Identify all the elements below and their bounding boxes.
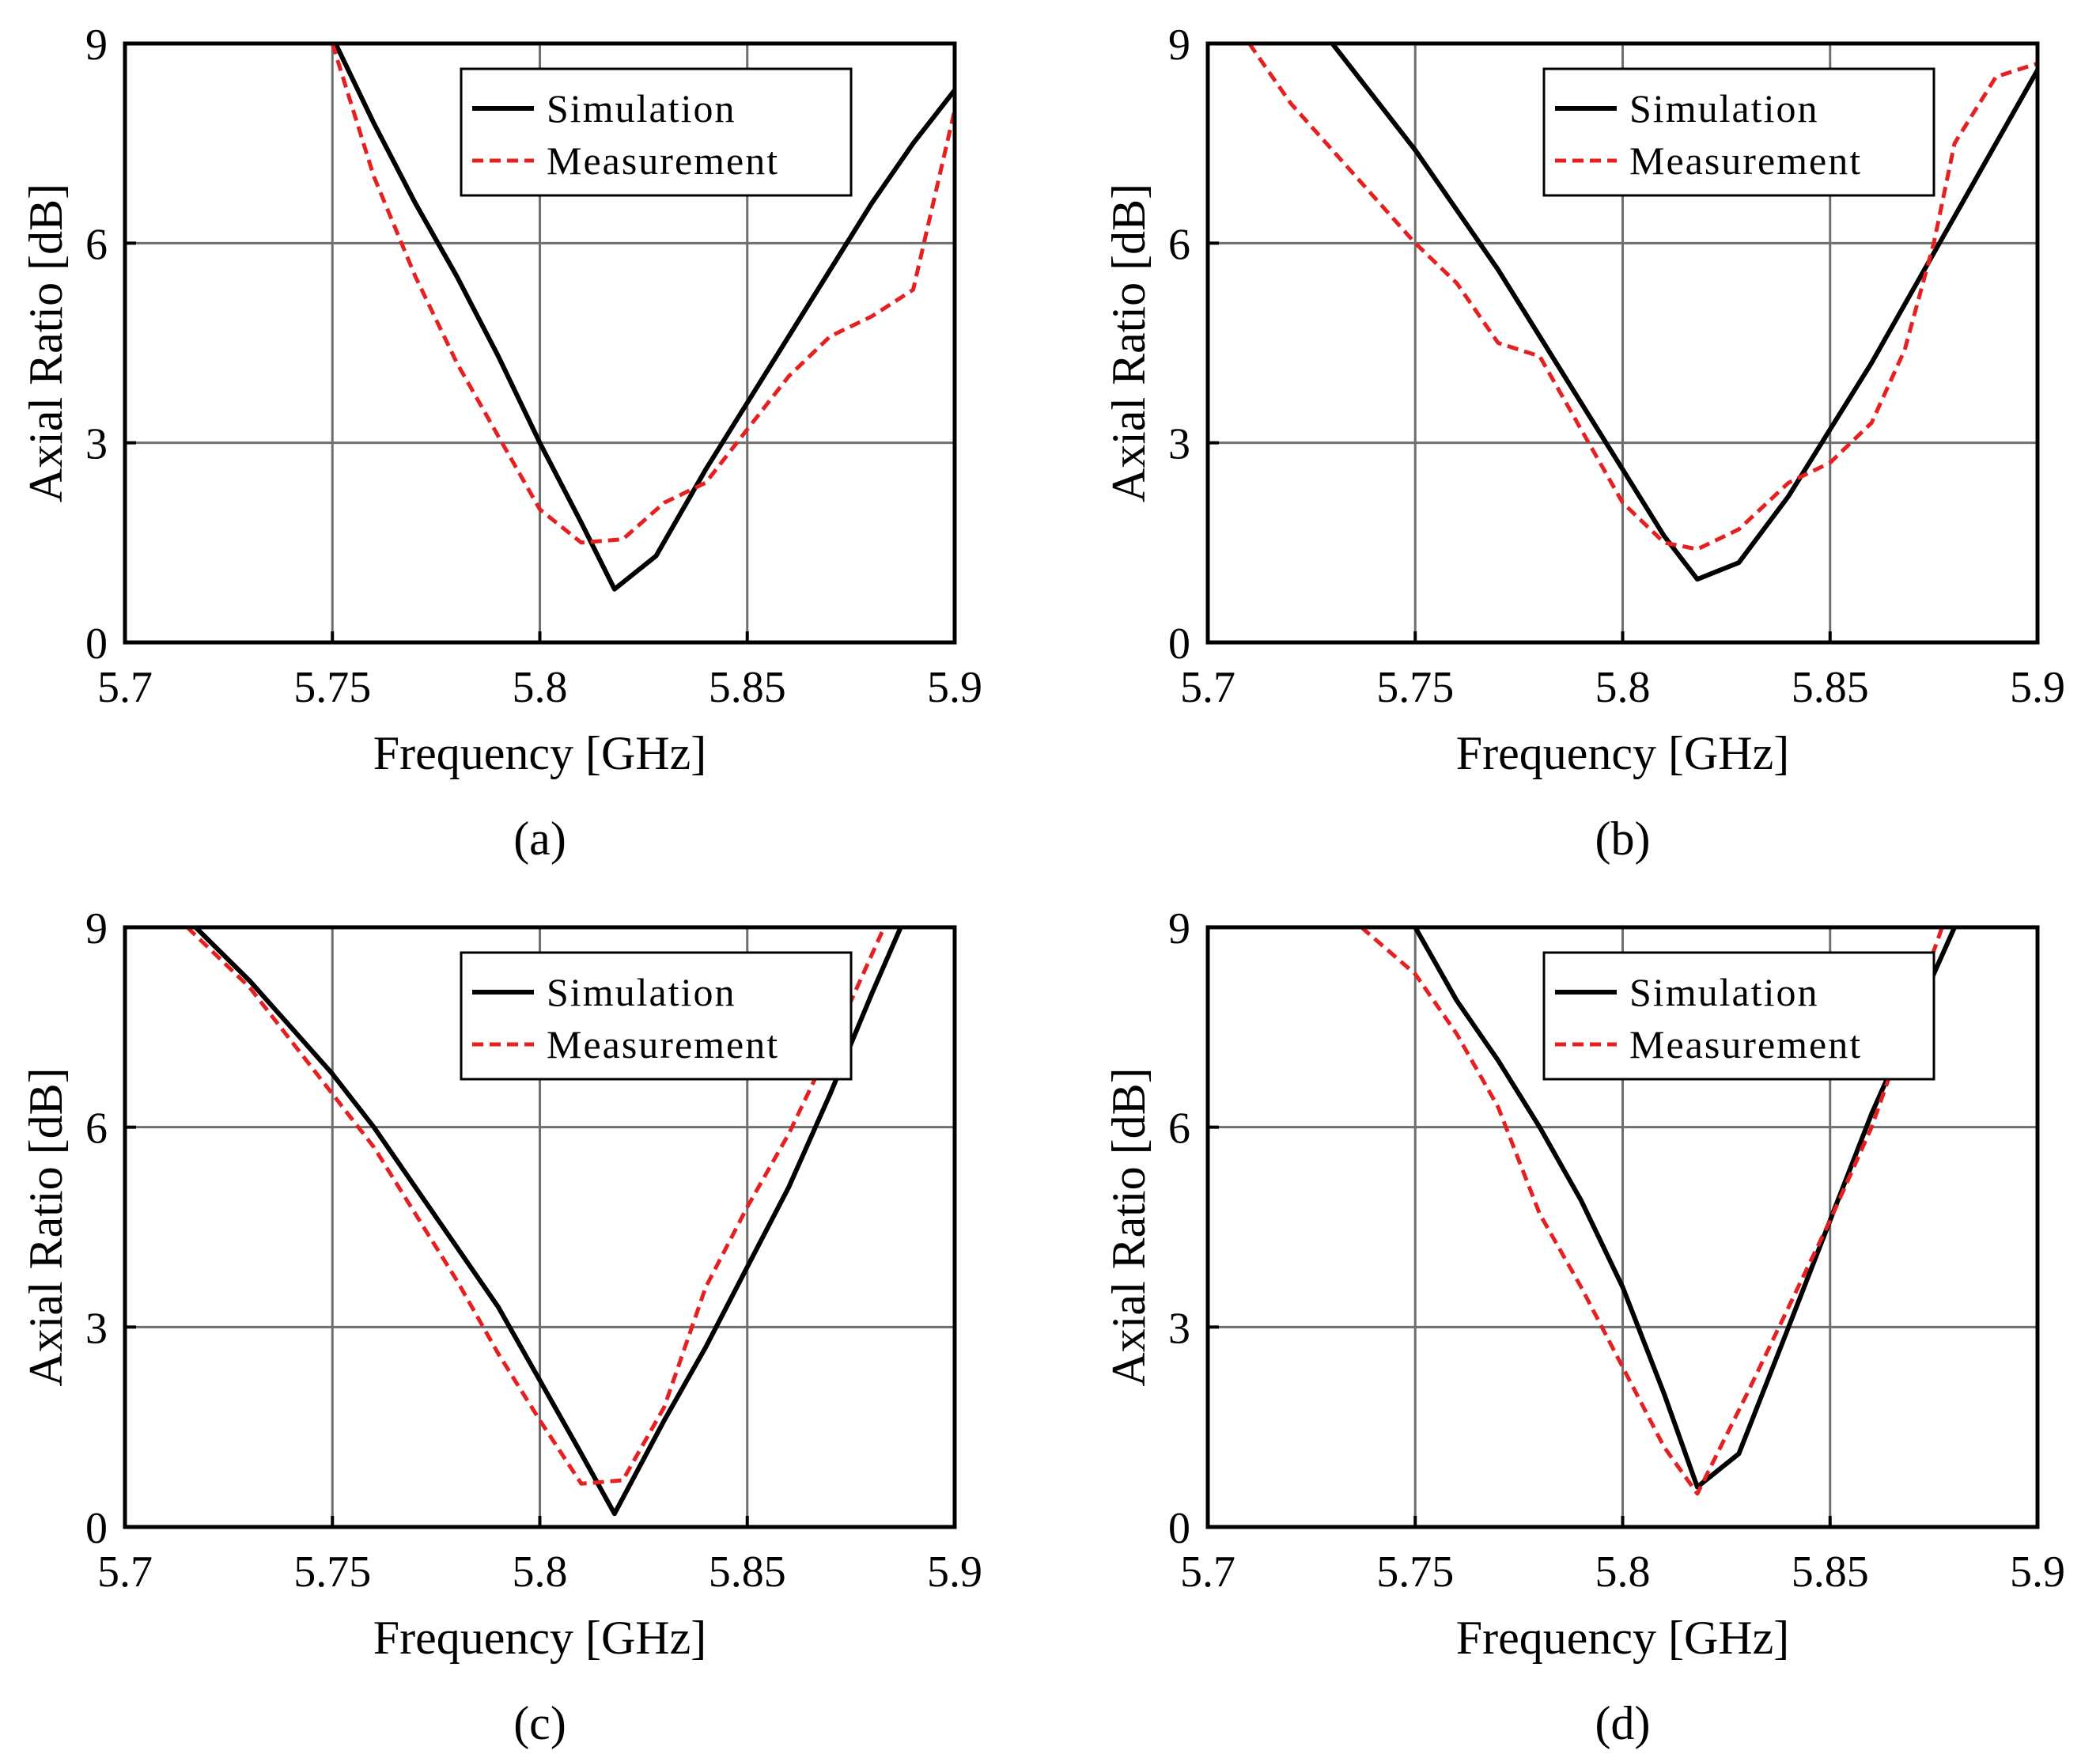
series-line-simulation: [1330, 44, 2038, 582]
series-line-simulation: [332, 44, 955, 592]
x-tick-label: 5.7: [97, 1548, 153, 1597]
x-tick-label: 5.85: [1792, 663, 1869, 712]
y-tick-label: 3: [1168, 1304, 1190, 1353]
y-tick-label: 6: [1168, 1104, 1190, 1154]
x-tick-label: 5.75: [1376, 1548, 1454, 1597]
legend-box: [460, 67, 853, 197]
x-tick-label: 5.7: [1180, 663, 1235, 712]
x-tick-label: 5.9: [927, 1548, 982, 1597]
series-line-simulation: [194, 927, 903, 1517]
x-tick-label: 5.85: [709, 663, 786, 712]
panel-caption: (d): [1595, 1697, 1651, 1749]
y-tick-label: 3: [85, 1304, 108, 1353]
series-line-measurement: [1247, 44, 2038, 551]
legend: Simulation Measurement: [460, 951, 853, 1081]
x-tick-label: 5.8: [513, 1548, 568, 1597]
legend-box: [1542, 67, 1935, 197]
chart-panel-3: 5.7 5.75 5.8 5.85 5.9 0 3 6 9 Frequency [GHz] Axia…: [20, 904, 982, 1749]
x-tick-label: 5.9: [2010, 1548, 2065, 1597]
legend-label-simulation: Simulation: [547, 970, 736, 1014]
x-axis-label: Frequency [GHz]: [373, 1612, 707, 1664]
y-tick-label: 9: [1168, 21, 1190, 70]
y-tick-label: 0: [1168, 619, 1190, 669]
x-tick-label: 5.8: [1595, 663, 1651, 712]
y-tick-label: 3: [85, 420, 108, 469]
legend-label-measurement: Measurement: [1629, 138, 1862, 183]
y-tick-label: 0: [85, 1504, 108, 1553]
legend: Simulation Measurement: [1542, 67, 1935, 197]
legend-label-simulation: Simulation: [547, 86, 736, 131]
x-axis-label: Frequency [GHz]: [1456, 1612, 1790, 1664]
panel-caption: (c): [513, 1697, 566, 1749]
x-tick-label: 5.9: [2010, 663, 2065, 712]
y-tick-label: 6: [85, 220, 108, 269]
chart-panel-2: 5.7 5.75 5.8 5.85 5.9 0 3 6 9 Frequency [GHz] Axia…: [1103, 21, 2065, 865]
x-tick-label: 5.85: [709, 1548, 786, 1597]
y-tick-label: 6: [1168, 220, 1190, 269]
legend: Simulation Measurement: [460, 67, 853, 197]
legend-box: [460, 951, 853, 1081]
panel-caption: (b): [1595, 813, 1651, 865]
y-tick-label: 3: [1168, 420, 1190, 469]
x-axis-label: Frequency [GHz]: [373, 727, 707, 779]
legend-label-simulation: Simulation: [1629, 86, 1818, 131]
legend-label-measurement: Measurement: [547, 1022, 779, 1067]
y-tick-label: 0: [1168, 1504, 1190, 1553]
x-tick-label: 5.75: [1376, 663, 1454, 712]
x-tick-label: 5.75: [293, 1548, 371, 1597]
series-line-measurement: [1360, 927, 1944, 1496]
chart-panel-4: 5.7 5.75 5.8 5.85 5.9 0 3 6 9 Frequency [GHz] Axia…: [1103, 904, 2065, 1749]
legend-box: [1542, 951, 1935, 1081]
legend-label-measurement: Measurement: [547, 138, 779, 183]
x-tick-label: 5.8: [513, 663, 568, 712]
y-tick-label: 9: [1168, 904, 1190, 953]
legend-label-simulation: Simulation: [1629, 970, 1818, 1014]
panel-caption: (a): [513, 813, 566, 865]
y-axis-label: Axial Ratio [dB]: [1103, 1067, 1155, 1386]
y-axis-label: Axial Ratio [dB]: [1103, 184, 1155, 502]
x-tick-label: 5.7: [97, 663, 153, 712]
x-tick-label: 5.8: [1595, 1548, 1651, 1597]
y-tick-label: 9: [85, 21, 108, 70]
x-axis-label: Frequency [GHz]: [1456, 727, 1790, 779]
x-tick-label: 5.7: [1180, 1548, 1235, 1597]
legend: Simulation Measurement: [1542, 951, 1935, 1081]
series-line-measurement: [330, 44, 955, 545]
series-line-simulation: [1413, 927, 1957, 1490]
y-axis-label: Axial Ratio [dB]: [20, 1067, 72, 1386]
y-axis-label: Axial Ratio [dB]: [20, 184, 72, 502]
x-tick-label: 5.75: [293, 663, 371, 712]
y-tick-label: 9: [85, 904, 108, 953]
y-tick-label: 0: [85, 619, 108, 669]
x-tick-label: 5.9: [927, 663, 982, 712]
chart-panel-1: 5.7 5.75 5.8 5.85 5.9 0 3 6 9 Frequency [GHz] Axia…: [20, 21, 982, 865]
y-tick-label: 6: [85, 1104, 108, 1154]
series-line-measurement: [185, 927, 887, 1486]
legend-label-measurement: Measurement: [1629, 1022, 1862, 1067]
x-tick-label: 5.85: [1792, 1548, 1869, 1597]
